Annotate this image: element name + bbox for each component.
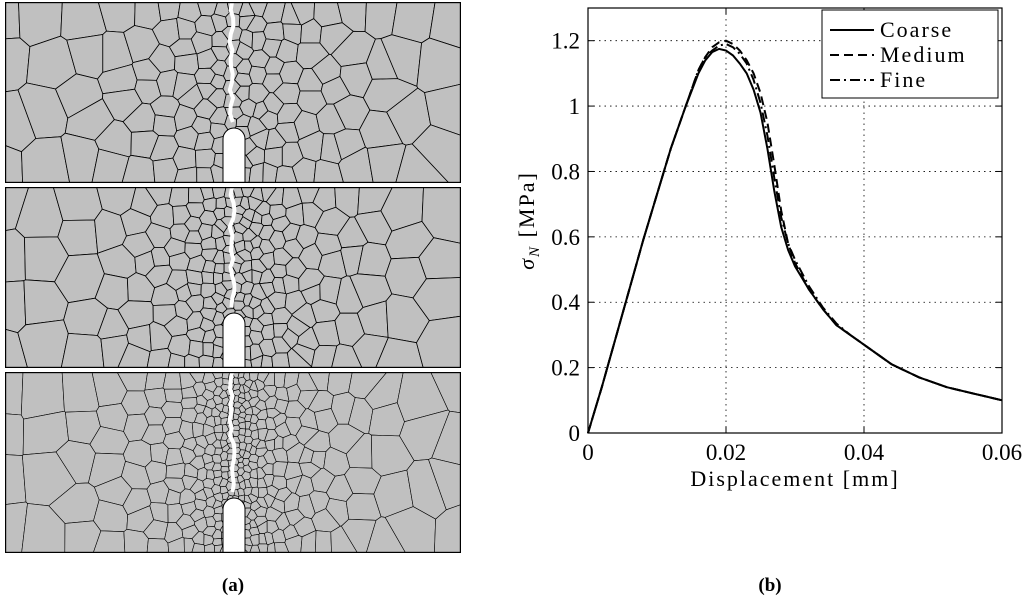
mesh-cell <box>213 424 224 433</box>
mesh-cell <box>250 429 259 440</box>
mesh-cell <box>194 148 216 169</box>
mesh-cell <box>416 37 461 94</box>
mesh-cell <box>418 237 461 280</box>
mesh-cell <box>152 114 178 137</box>
notch <box>222 127 246 183</box>
mesh-cell <box>163 388 183 403</box>
mesh-cell <box>17 319 69 368</box>
mesh-cell <box>60 332 105 368</box>
mesh-cell <box>237 487 245 497</box>
caption-a: (a) <box>221 575 245 596</box>
x-tick-label: 0.06 <box>982 440 1022 465</box>
y-tick-label: 0.8 <box>551 159 580 184</box>
y-axis-label: σN [MPa] <box>514 171 543 270</box>
mesh-cell <box>260 323 275 340</box>
crack-path <box>227 2 236 123</box>
mesh-border <box>5 2 461 183</box>
notch <box>222 497 246 553</box>
mesh-cell <box>5 144 24 183</box>
mesh-cell <box>201 271 214 284</box>
mesh-cell <box>434 504 461 553</box>
legend-label: Medium <box>880 42 967 67</box>
mesh-cell <box>5 413 25 456</box>
mesh-cell <box>412 277 461 322</box>
series-line-coarse <box>587 47 1003 434</box>
y-tick-label: 1.2 <box>551 29 580 54</box>
mesh-cell <box>428 2 461 49</box>
panel-b-chart: 0 0.02 0.04 0.06 0 0.2 0.4 0.6 0.8 1 1.2 Displaceme… <box>500 0 1036 560</box>
series-line-medium <box>587 39 1003 434</box>
mesh-coarse <box>5 2 461 183</box>
plot-frame <box>587 7 1003 434</box>
mesh-cells <box>5 2 461 183</box>
mesh-cell <box>198 354 215 368</box>
mesh-cell <box>219 459 230 468</box>
mesh-cell <box>202 342 215 358</box>
y-tick-label: 0.6 <box>551 225 580 250</box>
mesh-cell <box>202 197 217 213</box>
mesh-cell <box>314 530 332 553</box>
mesh-cell <box>416 315 461 368</box>
y-tick-label: 0.4 <box>551 290 580 315</box>
x-tick-label: 0.04 <box>844 440 885 465</box>
mesh-cell <box>5 372 24 416</box>
mesh-cell <box>411 124 461 183</box>
caption-b: (b) <box>758 575 782 596</box>
mesh-border <box>5 372 461 553</box>
mesh-fine <box>5 372 461 553</box>
mesh-cell <box>428 457 461 511</box>
mesh-medium <box>5 187 461 368</box>
mesh-cells <box>5 187 461 368</box>
panel-a-meshes <box>5 2 461 553</box>
mesh-cell <box>5 228 26 283</box>
mesh-cell <box>168 187 190 207</box>
x-axis-label: Displacement [mm] <box>690 466 899 491</box>
x-tick-label: 0.02 <box>706 440 746 465</box>
mesh-cell <box>5 280 27 334</box>
notch <box>222 312 246 368</box>
mesh-cell <box>263 21 285 41</box>
mesh-cell <box>238 421 246 430</box>
y-tick-label: 0.2 <box>551 356 580 381</box>
mesh-cell <box>20 372 65 420</box>
crack-path <box>227 187 237 308</box>
mesh-cell <box>271 352 291 368</box>
series-line-fine <box>587 42 1003 434</box>
y-tick-label: 0 <box>569 421 581 446</box>
x-tick-label: 0 <box>582 440 594 465</box>
mesh-cell <box>146 347 172 368</box>
mesh-cell <box>162 372 182 390</box>
mesh-border <box>5 187 461 368</box>
mesh-cell <box>160 401 184 419</box>
mesh-cell <box>180 397 198 409</box>
mesh-cell <box>174 53 200 76</box>
legend-label: Coarse <box>880 17 953 42</box>
mesh-cell <box>260 354 274 368</box>
mesh-cell <box>212 538 223 547</box>
mesh-cell <box>255 418 268 430</box>
legend-label: Fine <box>880 67 927 92</box>
mesh-cell <box>5 2 21 40</box>
y-tick-label: 1 <box>569 94 581 119</box>
load-displacement-chart: 0 0.02 0.04 0.06 0 0.2 0.4 0.6 0.8 1 1.2 Displaceme… <box>514 7 1022 491</box>
crack-path <box>227 372 237 493</box>
